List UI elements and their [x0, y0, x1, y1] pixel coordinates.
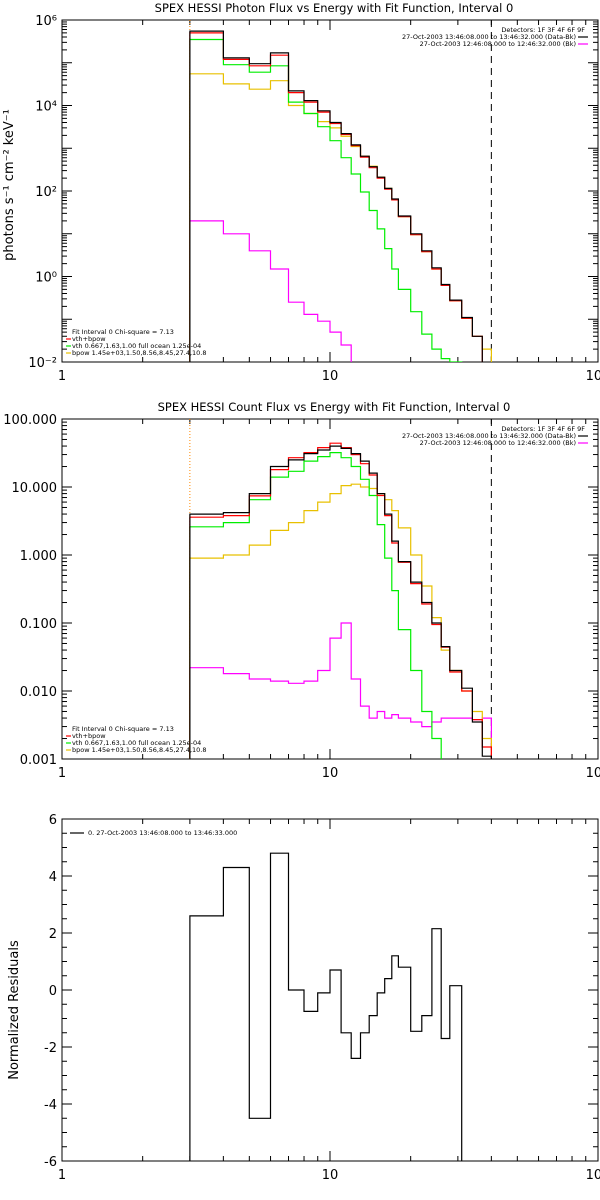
photon-fit-legend-title: Fit Interval 0 Chi-square = 7.13 — [72, 328, 174, 336]
count-y-tick-label: 0.100 — [20, 617, 57, 632]
photon-y-tick-label: 10⁴ — [35, 100, 57, 115]
photon-series-data-bk — [189, 30, 483, 362]
photon-y-axis-label: photons s⁻¹ cm⁻² keV⁻¹ — [2, 109, 17, 261]
count-y-tick-label: 0.001 — [20, 753, 57, 768]
count-fit-legend-vth: vth 0.667,1.63,1.00 full ocean 1.25e-04 — [72, 739, 201, 747]
photon-plot-frame — [61, 19, 599, 363]
residuals-x-tick-label: 10 — [322, 1168, 339, 1183]
count-chart-title: SPEX HESSI Count Flux vs Energy with Fit… — [158, 400, 511, 414]
count-y-tick-label: 10.000 — [12, 481, 58, 496]
residuals-y-tick-label: -2 — [44, 1041, 57, 1056]
residuals-y-tick-label: -4 — [44, 1098, 57, 1113]
residuals-x-tick-label: 100 — [586, 1168, 600, 1183]
residuals-plot-area — [189, 852, 463, 1161]
residuals-x-tick-label: 1 — [58, 1168, 66, 1183]
residuals-y-tick-label: 2 — [49, 927, 57, 942]
photon-y-tick-label: 10⁻² — [28, 356, 57, 371]
count-x-tick-label: 100 — [586, 766, 600, 781]
photon-x-tick-label: 1 — [58, 369, 66, 384]
count-fit-legend-bpow: bpow 1.45e+03,1.50,8.56,8.45,27.4,10.8 — [72, 746, 207, 754]
count-x-tick-label: 1 — [58, 766, 66, 781]
photon-chart-title: SPEX HESSI Photon Flux vs Energy with Fi… — [155, 1, 514, 15]
photon-fit-legend-vth: vth 0.667,1.63,1.00 full ocean 1.25e-04 — [72, 342, 201, 350]
count-series-data-bk — [189, 445, 492, 759]
photon-time-label-data: 27-Oct-2003 13:46:08.000 to 13:46:32.000… — [402, 33, 576, 41]
count-flux-panel: SPEX HESSI Count Flux vs Energy with Fit… — [3, 400, 600, 781]
photon-y-tick-label: 10⁰ — [35, 271, 57, 286]
photon-series-vth — [189, 38, 463, 362]
residuals-panel: Normalized Residuals 0. 27-Oct-2003 13:4… — [7, 813, 600, 1183]
count-y-tick-label: 100.000 — [3, 413, 57, 428]
count-plot-area — [189, 419, 492, 759]
photon-flux-panel: SPEX HESSI Photon Flux vs Energy with Fi… — [2, 1, 600, 384]
residuals-y-tick-label: -6 — [44, 1155, 57, 1170]
count-x-tick-label: 10 — [322, 766, 339, 781]
photon-plot-area — [189, 20, 492, 362]
photon-fit-legend-total: vth+bpow — [72, 335, 106, 343]
count-y-tick-label: 1.000 — [20, 549, 57, 564]
photon-series-vth-bpow — [189, 32, 483, 362]
residuals-y-axis-label: Normalized Residuals — [7, 940, 22, 1080]
photon-detectors-label: Detectors: 1F 3F 4F 6F 9F — [501, 26, 585, 34]
count-detectors-label: Detectors: 1F 3F 4F 6F 9F — [501, 425, 585, 433]
residuals-y-tick-label: 6 — [49, 813, 57, 828]
photon-time-label-bk: 27-Oct-2003 12:46:08.000 to 12:46:32.000… — [420, 40, 576, 48]
count-time-label-bk: 27-Oct-2003 12:46:08.000 to 12:46:32.000… — [420, 439, 576, 447]
photon-fit-legend-bpow: bpow 1.45e+03,1.50,8.56,8.45,27.4,10.8 — [72, 349, 207, 357]
count-fit-legend-title: Fit Interval 0 Chi-square = 7.13 — [72, 725, 174, 733]
photon-y-tick-label: 10⁶ — [35, 14, 57, 29]
photon-x-tick-label: 100 — [586, 369, 600, 384]
count-series-bk — [189, 622, 492, 759]
count-fit-legend-total: vth+bpow — [72, 732, 106, 740]
photon-y-tick-label: 10² — [35, 185, 57, 200]
photon-series-bk — [189, 220, 352, 362]
residuals-y-tick-label: 4 — [49, 870, 57, 885]
count-y-tick-label: 0.010 — [20, 685, 57, 700]
count-time-label-data: 27-Oct-2003 13:46:08.000 to 13:46:32.000… — [402, 432, 576, 440]
residuals-y-tick-label: 0 — [49, 984, 57, 999]
residuals-legend-label: 0. 27-Oct-2003 13:46:08.000 to 13:46:33.… — [88, 829, 237, 837]
count-plot-frame — [61, 418, 599, 760]
photon-x-tick-label: 10 — [322, 369, 339, 384]
residuals-series-residuals — [189, 852, 463, 1161]
